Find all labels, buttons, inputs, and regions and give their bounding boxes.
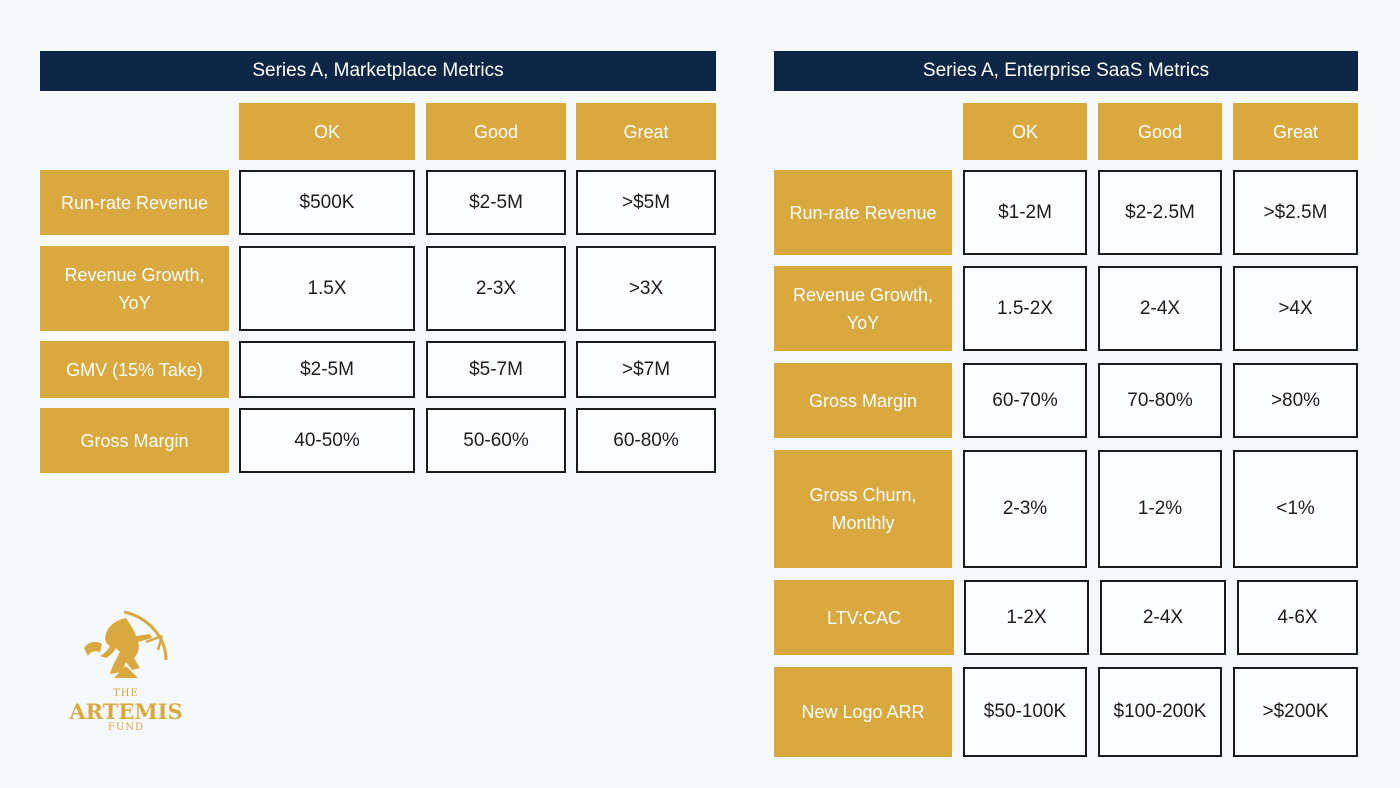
saas-header-ok: OK bbox=[963, 103, 1087, 160]
saas-row-label: Gross Churn, Monthly bbox=[774, 450, 952, 568]
marketplace-cell: $500K bbox=[239, 170, 415, 235]
logo-text-fund: FUND bbox=[107, 722, 145, 733]
marketplace-row-label: Run-rate Revenue bbox=[40, 170, 229, 235]
saas-row-label: Gross Margin bbox=[774, 363, 952, 438]
saas-cell: 1.5-2X bbox=[963, 266, 1087, 351]
logo-text-artemis: ARTEMIS bbox=[69, 699, 183, 724]
marketplace-header-ok: OK bbox=[239, 103, 415, 160]
saas-row-label: LTV:CAC bbox=[774, 580, 954, 655]
saas-cell: >$2.5M bbox=[1233, 170, 1358, 255]
marketplace-cell: 60-80% bbox=[576, 408, 716, 473]
marketplace-cell: >$7M bbox=[576, 341, 716, 398]
saas-cell: $50-100K bbox=[963, 667, 1087, 757]
saas-title: Series A, Enterprise SaaS Metrics bbox=[922, 60, 1210, 81]
saas-cell: 2-3% bbox=[963, 450, 1087, 568]
marketplace-header-great: Great bbox=[576, 103, 716, 160]
saas-header-great: Great bbox=[1233, 103, 1358, 160]
marketplace-row-label: Revenue Growth, YoY bbox=[40, 246, 229, 331]
marketplace-cell: >3X bbox=[576, 246, 716, 331]
marketplace-cell: $2-5M bbox=[239, 341, 415, 398]
saas-cell: <1% bbox=[1233, 450, 1358, 568]
saas-row-label: Run-rate Revenue bbox=[774, 170, 952, 255]
saas-cell: 1-2% bbox=[1098, 450, 1222, 568]
saas-cell: $1-2M bbox=[963, 170, 1087, 255]
saas-cell: 2-4X bbox=[1098, 266, 1222, 351]
saas-cell: $2-2.5M bbox=[1098, 170, 1222, 255]
saas-cell: 2-4X bbox=[1100, 580, 1226, 655]
saas-cell: >$200K bbox=[1233, 667, 1358, 757]
marketplace-row-label: GMV (15% Take) bbox=[40, 341, 229, 398]
marketplace-cell: >$5M bbox=[576, 170, 716, 235]
marketplace-cell: 40-50% bbox=[239, 408, 415, 473]
marketplace-header-good: Good bbox=[426, 103, 566, 160]
logo-text-the: THE bbox=[113, 688, 139, 699]
marketplace-title-bar: Series A, Marketplace Metrics bbox=[40, 51, 716, 91]
marketplace-cell: 2-3X bbox=[426, 246, 566, 331]
saas-cell: >80% bbox=[1233, 363, 1358, 438]
saas-row-label: Revenue Growth, YoY bbox=[774, 266, 952, 351]
saas-row-label: New Logo ARR bbox=[774, 667, 952, 757]
saas-title-bar: Series A, Enterprise SaaS Metrics bbox=[774, 51, 1358, 91]
saas-header-good: Good bbox=[1098, 103, 1222, 160]
saas-cell: 70-80% bbox=[1098, 363, 1222, 438]
saas-cell: >4X bbox=[1233, 266, 1358, 351]
marketplace-cell: $2-5M bbox=[426, 170, 566, 235]
saas-cell: 4-6X bbox=[1237, 580, 1358, 655]
marketplace-cell: 1.5X bbox=[239, 246, 415, 331]
saas-cell: 60-70% bbox=[963, 363, 1087, 438]
saas-cell: $100-200K bbox=[1098, 667, 1222, 757]
archer-emblem-icon bbox=[84, 610, 168, 678]
saas-cell: 1-2X bbox=[964, 580, 1089, 655]
marketplace-cell: $5-7M bbox=[426, 341, 566, 398]
artemis-fund-logo: THE ARTEMIS FUND bbox=[66, 608, 186, 740]
marketplace-row-label: Gross Margin bbox=[40, 408, 229, 473]
marketplace-cell: 50-60% bbox=[426, 408, 566, 473]
marketplace-title: Series A, Marketplace Metrics bbox=[252, 60, 504, 81]
